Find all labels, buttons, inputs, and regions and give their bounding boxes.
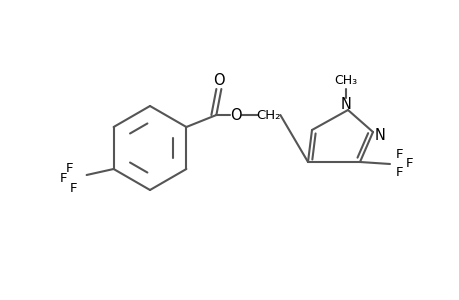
Text: CH₃: CH₃ bbox=[334, 74, 357, 86]
Text: CH₂: CH₂ bbox=[256, 109, 280, 122]
Text: F: F bbox=[395, 148, 403, 160]
Text: N: N bbox=[340, 97, 351, 112]
Text: F: F bbox=[60, 172, 67, 184]
Text: F: F bbox=[70, 182, 77, 194]
Text: O: O bbox=[230, 107, 241, 122]
Text: F: F bbox=[66, 161, 73, 175]
Text: F: F bbox=[405, 157, 413, 169]
Text: N: N bbox=[374, 128, 385, 142]
Text: O: O bbox=[213, 73, 225, 88]
Text: F: F bbox=[395, 167, 403, 179]
